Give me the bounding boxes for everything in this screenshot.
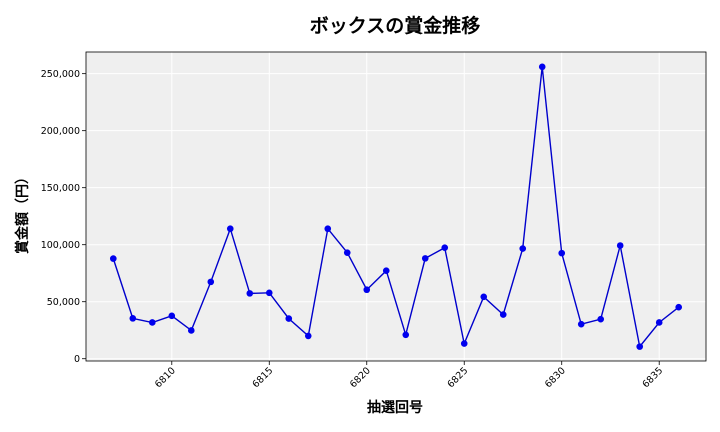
- data-point: [577, 320, 585, 328]
- data-point: [382, 267, 390, 274]
- data-point: [363, 286, 371, 294]
- x-tick-label: 6835: [640, 365, 665, 390]
- data-point: [421, 255, 429, 262]
- x-tick-label: 6815: [251, 365, 276, 390]
- data-point: [187, 327, 195, 334]
- x-tick-label: 6810: [153, 365, 178, 390]
- plot-frame: [85, 51, 707, 362]
- data-point: [655, 319, 663, 326]
- data-point: [148, 319, 156, 326]
- data-point: [636, 343, 644, 350]
- data-point: [519, 245, 527, 252]
- data-point: [460, 340, 468, 347]
- data-point: [597, 315, 605, 323]
- data-point: [499, 311, 507, 318]
- data-point: [285, 315, 293, 322]
- y-tick-label: 150,000: [41, 183, 80, 194]
- data-point: [558, 249, 566, 257]
- data-point: [109, 255, 117, 262]
- data-point: [129, 315, 137, 322]
- series: [109, 63, 683, 350]
- x-axis-label: 抽選回号: [367, 399, 423, 416]
- data-point: [246, 290, 254, 297]
- data-point: [538, 63, 546, 71]
- y-tick-label: 100,000: [41, 240, 80, 251]
- data-point: [265, 289, 273, 297]
- x-tick-label: 6830: [543, 365, 568, 390]
- data-point: [480, 293, 488, 301]
- plot-area: [86, 52, 706, 361]
- data-point: [226, 225, 234, 233]
- data-point: [168, 312, 176, 320]
- y-tick-label: 50,000: [47, 297, 80, 308]
- y-tick-label: 0: [74, 354, 80, 365]
- x-tick-label: 6825: [445, 365, 470, 390]
- data-point: [207, 278, 215, 286]
- data-point: [324, 225, 332, 233]
- y-axis-label: 賞金額（円）: [14, 170, 31, 254]
- y-tick-label: 200,000: [41, 126, 80, 137]
- series-line: [112, 66, 680, 349]
- data-point: [441, 244, 449, 251]
- grid: [86, 52, 706, 361]
- data-point: [402, 331, 410, 339]
- y-tick-label: 250,000: [41, 69, 80, 80]
- data-point: [675, 303, 683, 311]
- chart-title: ボックスの賞金推移: [310, 14, 480, 37]
- data-point: [616, 242, 624, 249]
- data-point: [304, 332, 312, 340]
- x-tick-label: 6820: [348, 365, 373, 390]
- data-point: [343, 249, 351, 256]
